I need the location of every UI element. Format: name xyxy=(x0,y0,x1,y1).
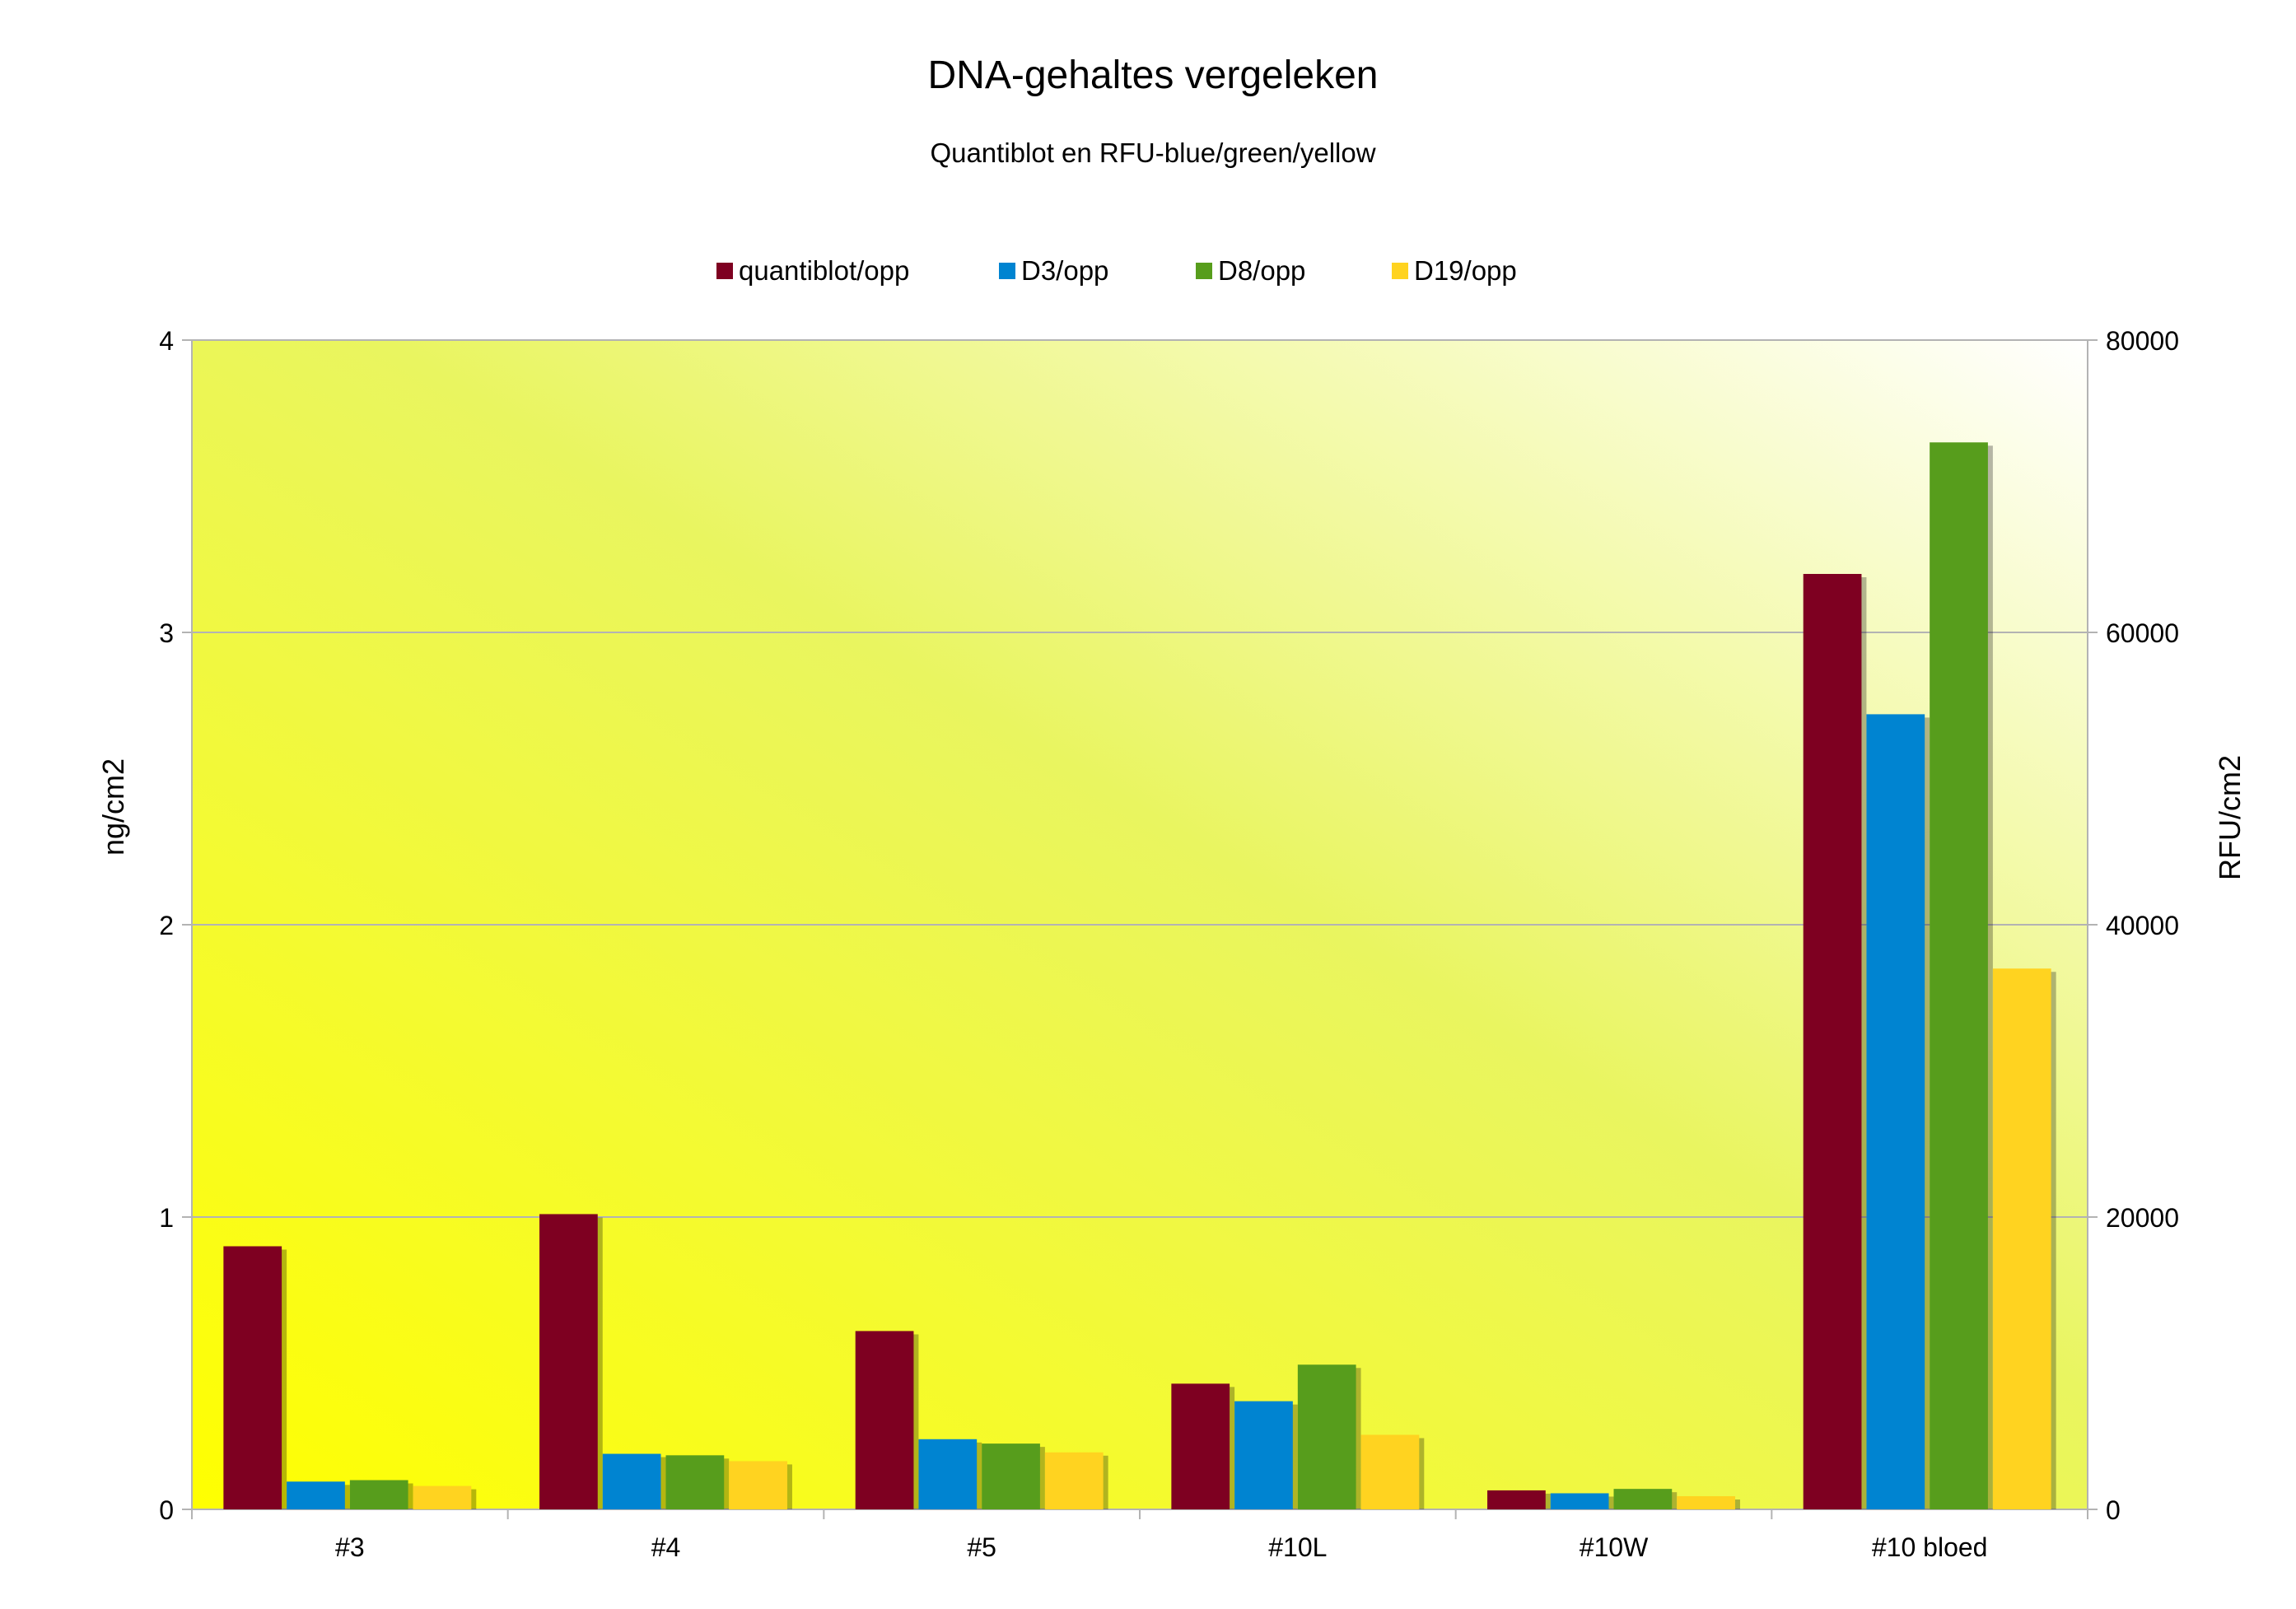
bar xyxy=(1044,1452,1104,1509)
y-axis-label: ng/cm2 xyxy=(96,758,130,856)
bar xyxy=(1360,1434,1420,1509)
bar xyxy=(1866,714,1925,1509)
bar xyxy=(413,1485,472,1509)
legend-swatch xyxy=(716,263,733,279)
y2-tick-label: 40000 xyxy=(2106,911,2179,940)
bar xyxy=(602,1453,661,1509)
legend-swatch xyxy=(1392,263,1408,279)
bar xyxy=(1171,1383,1230,1509)
y-tick-label: 1 xyxy=(159,1203,174,1233)
x-tick-label: #10 bloed xyxy=(1872,1532,1988,1562)
y-tick-label: 2 xyxy=(159,911,174,940)
bar xyxy=(287,1481,345,1509)
y2-tick-label: 60000 xyxy=(2106,618,2179,648)
legend-label: quantiblot/opp xyxy=(739,255,909,286)
legend-label: D8/opp xyxy=(1218,255,1305,286)
y2-axis-label: RFU/cm2 xyxy=(2213,755,2247,880)
legend-label: D3/opp xyxy=(1021,255,1108,286)
bar xyxy=(982,1443,1040,1509)
y-tick-label: 3 xyxy=(159,618,174,648)
chart-subtitle: Quantiblot en RFU-blue/green/yellow xyxy=(930,138,1375,168)
bar xyxy=(1930,442,1988,1509)
chart-title: DNA-gehaltes vergeleken xyxy=(928,54,1379,97)
x-tick-label: #10W xyxy=(1580,1532,1649,1562)
bar xyxy=(918,1439,978,1509)
bar xyxy=(1992,968,2051,1509)
bar xyxy=(539,1214,598,1509)
bar xyxy=(223,1246,282,1509)
y2-tick-label: 80000 xyxy=(2106,326,2179,356)
bars xyxy=(223,442,2056,1509)
x-tick-label: #5 xyxy=(967,1532,996,1562)
y2-tick-label: 0 xyxy=(2106,1495,2121,1525)
bar xyxy=(1803,574,1862,1509)
y-tick-label: 4 xyxy=(159,326,174,356)
bar xyxy=(1297,1364,1356,1509)
bar xyxy=(1613,1489,1673,1509)
y-tick-label: 0 xyxy=(159,1495,174,1525)
legend-swatch xyxy=(1196,263,1212,279)
x-tick-label: #4 xyxy=(651,1532,681,1562)
y2-tick-label: 20000 xyxy=(2106,1203,2179,1233)
x-tick-label: #10L xyxy=(1268,1532,1327,1562)
bar xyxy=(729,1461,787,1509)
axes: 0 1 2 3 4 0 20000 40000 60000 80000 #3 #4 #5 #10L #10W… xyxy=(159,326,2179,1562)
legend: quantiblot/opp D3/opp D8/opp D19/opp xyxy=(716,255,1517,286)
bar xyxy=(1487,1490,1546,1509)
bar xyxy=(1677,1496,1735,1509)
bar xyxy=(349,1480,408,1509)
bar xyxy=(855,1331,914,1509)
legend-swatch xyxy=(999,263,1015,279)
bar xyxy=(1550,1493,1609,1509)
legend-label: D19/opp xyxy=(1414,255,1517,286)
x-tick-label: #3 xyxy=(335,1532,365,1562)
bar xyxy=(665,1455,725,1509)
bar xyxy=(1234,1401,1293,1509)
gridlines xyxy=(192,632,2088,1218)
